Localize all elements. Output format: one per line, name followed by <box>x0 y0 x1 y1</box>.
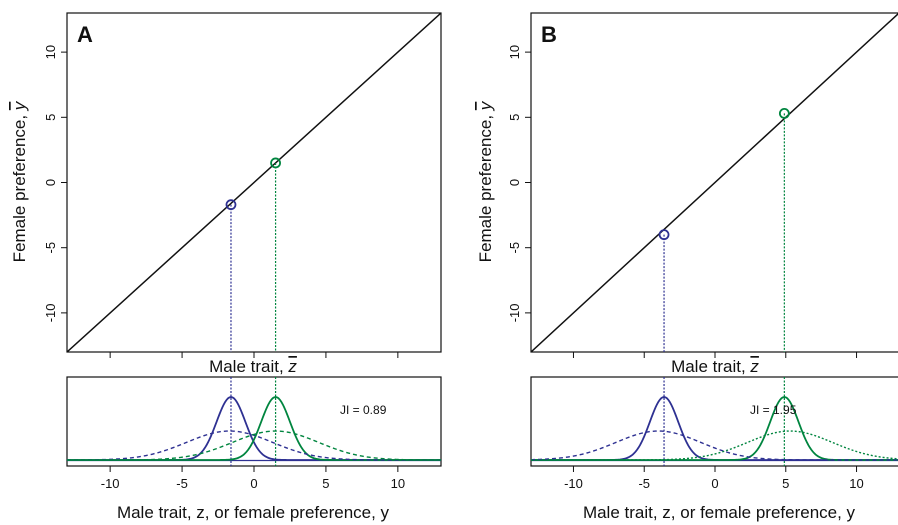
panel-b-y-title-var: y <box>476 100 495 111</box>
panel-b-distribution-x-ticks: -10 -5 0 5 10 <box>564 466 864 491</box>
panel-a-equilibrium-point-2 <box>270 157 281 169</box>
panel-b-distribution-curves <box>531 396 898 462</box>
panel-b-y-axis-title: Female preference, y <box>476 100 495 262</box>
panel-b-distribution-curve-3 <box>531 430 898 461</box>
panel-b-y-tick-label: 0 <box>507 179 522 186</box>
panel-a-y-tick-label: -5 <box>43 242 58 254</box>
panel-a-x-title-var: z <box>287 357 297 376</box>
panel-b-equilibrium-plot: B -10 -5 0 5 10 Female preference, y Male tr… <box>476 12 898 376</box>
panel-a-distribution-curve-4 <box>67 430 441 461</box>
panel-b-letter: B <box>541 22 557 47</box>
panel-a-y-tick-label: 0 <box>43 179 58 186</box>
panel-b-y-tick-label: -10 <box>507 303 522 322</box>
panel-a-equilibrium-plot: A -10 -5 0 5 10 Female preference, y Male tr… <box>10 12 442 376</box>
panel-a-equilibrium-point-1 <box>225 199 237 211</box>
panel-a-distribution-plot: -10 -5 0 5 10 JI = 0.89 Male trait, z, or fe… <box>66 376 442 522</box>
panel-a-distribution-curve-2 <box>67 396 441 461</box>
panel-b-y-tick-label: 5 <box>507 114 522 121</box>
panel-a-y-ticks: -10 -5 0 5 10 <box>43 45 67 322</box>
panel-b-y-tick-label: -5 <box>507 242 522 254</box>
panel-b-drop-lines <box>663 113 785 352</box>
panel-a-y-tick-label: 5 <box>43 114 58 121</box>
panel-b-distribution-curve-2 <box>531 396 898 461</box>
panel-b-distribution-frame <box>530 376 898 467</box>
panel-a-distribution-x-tick-label: -10 <box>101 476 120 491</box>
panel-a-y-title-text: Female preference, <box>10 110 29 262</box>
panel-b-y-title-text: Female preference, <box>476 110 495 262</box>
panel-a-y-axis-title: Female preference, y <box>10 100 29 262</box>
panel-b-equilibrium-point-1 <box>658 229 670 241</box>
panel-a-x-title-text: Male trait, <box>209 357 288 376</box>
panel-b-x-axis-title: Male trait, z <box>671 357 759 376</box>
panel-b-distribution-x-tick-label: 5 <box>782 476 789 491</box>
panel-b-distribution-drop-lines <box>663 377 785 466</box>
panel-b-distribution-plot: -10 -5 0 5 10 JI = 1.95 Male trait, z, or fe… <box>530 376 898 522</box>
panel-a-distribution-x-tick-label: 5 <box>322 476 329 491</box>
panel-a-drop-lines <box>230 162 277 352</box>
panel-b-distribution-x-tick-label: -10 <box>564 476 583 491</box>
panel-b-distribution-x-title: Male trait, z, or female preference, y <box>583 503 856 522</box>
panel-b-distribution-x-tick-label: -5 <box>638 476 650 491</box>
panel-a-distribution-curves <box>67 396 441 462</box>
panel-a-distribution-x-ticks: -10 -5 0 5 10 <box>101 466 405 491</box>
panel-a-distribution-curve-3 <box>67 430 441 461</box>
panel-a-letter: A <box>77 22 93 47</box>
panel-b-x-ticks <box>572 352 858 358</box>
panel-b-diagonal-line <box>531 13 898 352</box>
panel-a-equilibrium-points <box>225 157 281 211</box>
panel-a-x-axis-title: Male trait, z <box>209 357 297 376</box>
panel-b-equilibrium-point-2 <box>778 107 790 119</box>
panel-b-y-ticks: -10 -5 0 5 10 <box>507 45 531 322</box>
panel-b-distribution-x-tick-label: 0 <box>711 476 718 491</box>
panel-a-diagonal-line <box>67 13 441 352</box>
panel-a-distribution-frame <box>66 376 442 467</box>
panel-a-distribution-x-title: Male trait, z, or female preference, y <box>117 503 390 522</box>
panel-b-distribution-curve-4 <box>531 430 898 461</box>
panel-b-x-title-var: z <box>749 357 759 376</box>
panel-a-distribution-x-tick-label: -5 <box>176 476 188 491</box>
panel-b-distribution-curve-1 <box>531 396 898 461</box>
panel-a-distribution-x-tick-label: 0 <box>250 476 257 491</box>
panel-a-y-tick-label: -10 <box>43 303 58 322</box>
panel-b-ji-annotation: JI = 1.95 <box>750 403 797 417</box>
panel-a-distribution-drop-lines <box>230 377 277 466</box>
panel-b-y-tick-label: 10 <box>507 45 522 59</box>
panel-a-distribution-x-tick-label: 10 <box>391 476 405 491</box>
panel-a-y-title-var: y <box>10 100 29 111</box>
panel-b-x-title-text: Male trait, <box>671 357 750 376</box>
panel-b-equilibrium-points <box>658 107 790 241</box>
panel-a-x-ticks <box>109 352 399 358</box>
panel-a-y-tick-label: 10 <box>43 45 58 59</box>
panel-a-ji-annotation: JI = 0.89 <box>340 403 387 417</box>
panel-b-distribution-x-tick-label: 10 <box>849 476 863 491</box>
